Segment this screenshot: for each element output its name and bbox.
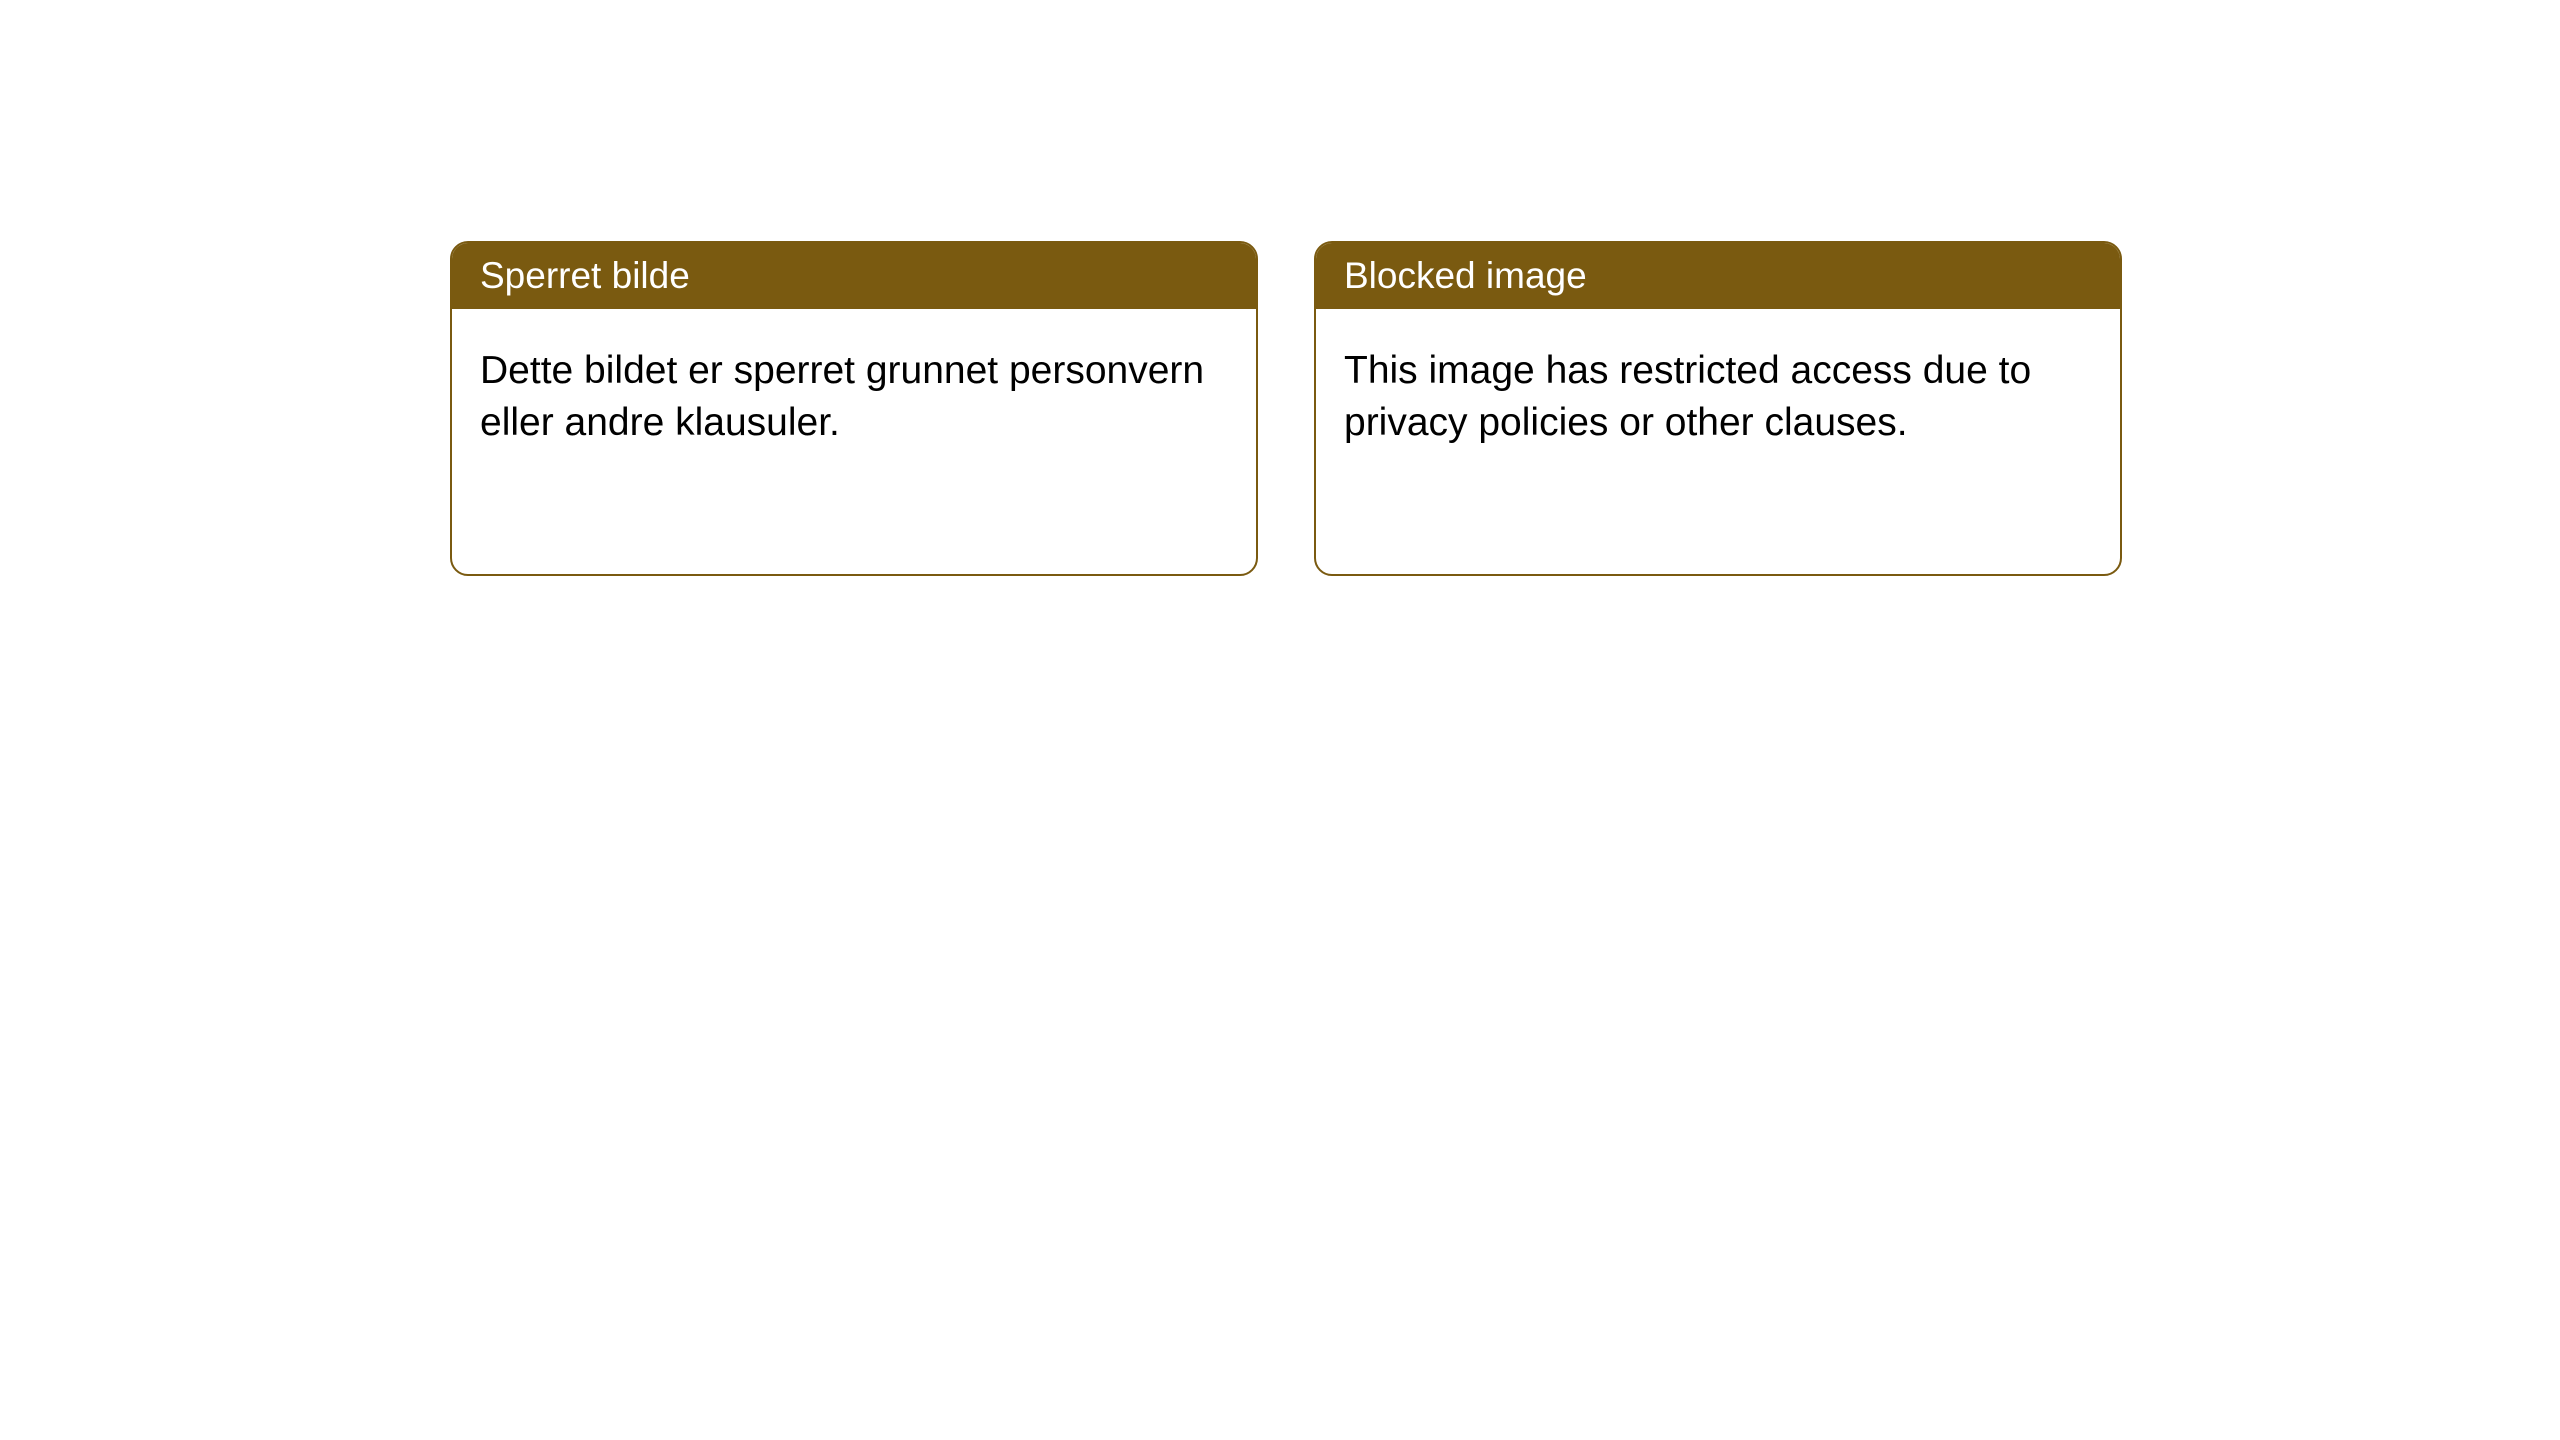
notice-body-en: This image has restricted access due to … (1316, 309, 2120, 485)
notice-container: Sperret bilde Dette bildet er sperret gr… (0, 0, 2560, 576)
blocked-image-notice-en: Blocked image This image has restricted … (1314, 241, 2122, 576)
notice-title-en: Blocked image (1316, 243, 2120, 309)
blocked-image-notice-no: Sperret bilde Dette bildet er sperret gr… (450, 241, 1258, 576)
notice-body-no: Dette bildet er sperret grunnet personve… (452, 309, 1256, 485)
notice-title-no: Sperret bilde (452, 243, 1256, 309)
